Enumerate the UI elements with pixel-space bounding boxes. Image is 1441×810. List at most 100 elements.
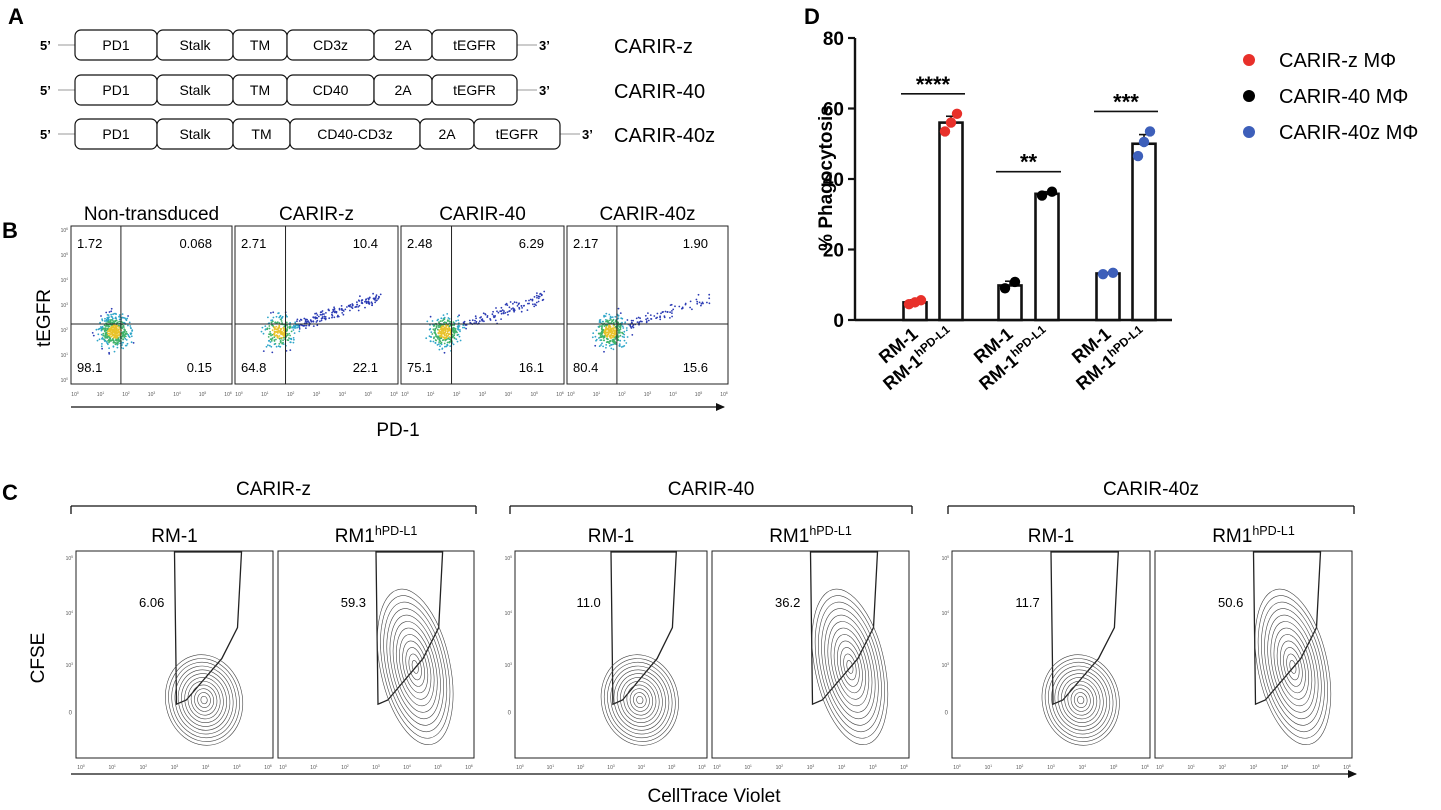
flow-event-dot xyxy=(106,316,109,319)
flow-event-dot xyxy=(367,300,370,303)
flow-event-dot xyxy=(494,319,497,322)
flow-x-tick-label: 106 xyxy=(1141,764,1149,771)
flow-event-dot xyxy=(305,327,307,329)
flow-event-dot xyxy=(319,320,321,323)
flow-event-dot xyxy=(342,313,345,316)
flow-event-dot xyxy=(605,326,608,328)
flow-event-dot xyxy=(493,316,496,318)
flow-event-dot xyxy=(605,334,608,337)
flow-event-dot xyxy=(110,307,113,310)
construct-segment-label: tEGFR xyxy=(453,37,496,53)
flow-event-dot xyxy=(426,320,429,323)
flow-y-tick-label: 104 xyxy=(505,610,513,617)
flow-event-dot xyxy=(614,338,617,340)
flow-event-dot xyxy=(121,331,124,334)
flow-event-dot xyxy=(282,332,285,335)
flow-event-dot xyxy=(321,317,324,320)
flow-event-dot xyxy=(319,313,322,316)
construct-segment-label: TM xyxy=(250,37,270,53)
flow-event-dot xyxy=(611,339,614,341)
flow-event-dot xyxy=(271,329,274,332)
flow-event-dot xyxy=(288,337,290,339)
flow-plot-c: RM1hPD-L1 36.2 100 101 102 103 104 105 106 xyxy=(711,524,910,771)
construct-segment-label: 2A xyxy=(438,126,456,142)
phagocytosis-gate xyxy=(1252,551,1322,706)
flow-event-dot xyxy=(448,336,451,338)
flow-event-dot xyxy=(515,301,518,304)
flow-event-dot xyxy=(623,339,626,342)
flow-event-dot xyxy=(124,332,127,335)
flow-x-tick-label: 104 xyxy=(669,391,677,398)
flow-event-dot xyxy=(612,343,614,346)
flow-event-dot xyxy=(435,339,437,342)
phagocytosis-gate xyxy=(375,551,444,706)
contour-ring xyxy=(1276,634,1309,700)
flow-event-dot xyxy=(371,302,374,305)
flow-event-dot xyxy=(282,327,285,330)
quadrant-lower-right-value: 0.15 xyxy=(187,360,212,375)
flow-x-tick-label: 105 xyxy=(869,764,877,771)
flow-event-dot xyxy=(448,341,451,344)
contour-ring xyxy=(200,695,208,705)
flow-event-dot xyxy=(358,304,361,307)
flow-event-dot xyxy=(625,327,628,329)
flow-event-dot xyxy=(617,315,620,317)
flow-event-dot xyxy=(453,332,456,335)
flow-x-tick-label: 101 xyxy=(1187,764,1195,771)
flow-event-dot xyxy=(279,332,282,335)
flow-event-dot xyxy=(599,339,602,342)
significance-stars: **** xyxy=(916,72,951,97)
flow-event-dot xyxy=(109,330,112,333)
panel-b-flow-plots: Non-transduced 1.72 0.068 98.1 0.15 100 101 102… xyxy=(61,204,729,398)
construct-name: CARIR-40z xyxy=(614,125,715,147)
flow-plot-c: RM-1 11.0 100 101 102 103 104 105 106 103 104 105 10… xyxy=(505,0,708,771)
flow-event-dot xyxy=(486,315,489,317)
flow-event-dot xyxy=(542,298,545,301)
flow-event-dot xyxy=(599,321,602,324)
flow-event-dot xyxy=(104,317,106,320)
flow-event-dot xyxy=(104,337,107,339)
flow-event-dot xyxy=(375,294,378,297)
construct-segment-label: tEGFR xyxy=(496,126,539,142)
flow-event-dot xyxy=(664,310,667,313)
flow-x-tick-label: 100 xyxy=(401,391,409,398)
flow-event-dot xyxy=(621,325,624,328)
contour-ring xyxy=(1064,680,1098,720)
flow-plot-title: RM1hPD-L1 xyxy=(769,524,852,547)
flow-event-dot xyxy=(689,300,692,303)
flow-event-dot xyxy=(605,320,607,323)
flow-x-tick-label: 104 xyxy=(339,391,347,398)
flow-event-dot xyxy=(609,340,612,343)
contour-ring xyxy=(1041,654,1120,746)
flow-event-dot xyxy=(105,319,108,322)
flow-event-dot xyxy=(518,302,520,305)
flow-event-dot xyxy=(446,343,449,346)
flow-plot-c: RM-1 6.06 100 101 102 103 104 105 106 103 104 105 10… xyxy=(66,0,274,771)
flow-y-tick-label: 102 xyxy=(61,327,69,334)
flow-event-dot xyxy=(109,333,112,336)
flow-x-tick-label: 100 xyxy=(567,391,575,398)
construct-segment-box xyxy=(431,74,518,106)
flow-event-dot xyxy=(443,337,446,340)
flow-event-dot xyxy=(492,310,494,313)
flow-plot-title: RM-1 xyxy=(151,526,197,547)
flow-y-tick-label: 105 xyxy=(942,555,950,562)
contour-ring xyxy=(399,634,432,700)
flow-event-dot xyxy=(491,313,494,316)
flow-event-dot xyxy=(108,311,111,313)
flow-event-dot xyxy=(315,312,318,315)
flow-event-dot xyxy=(332,310,335,313)
flow-event-dot xyxy=(537,297,540,300)
flow-event-dot xyxy=(274,321,277,324)
flow-event-dot xyxy=(113,324,116,327)
flow-event-dot xyxy=(445,332,448,335)
flow-event-dot xyxy=(684,302,687,305)
flow-event-dot xyxy=(268,327,271,330)
construct-segment-label: tEGFR xyxy=(453,82,496,98)
flow-event-dot xyxy=(609,326,611,329)
flow-event-dot xyxy=(273,343,276,346)
flow-event-dot xyxy=(288,327,291,330)
flow-x-tick-label: 103 xyxy=(1250,764,1258,771)
flow-event-dot xyxy=(650,318,652,320)
